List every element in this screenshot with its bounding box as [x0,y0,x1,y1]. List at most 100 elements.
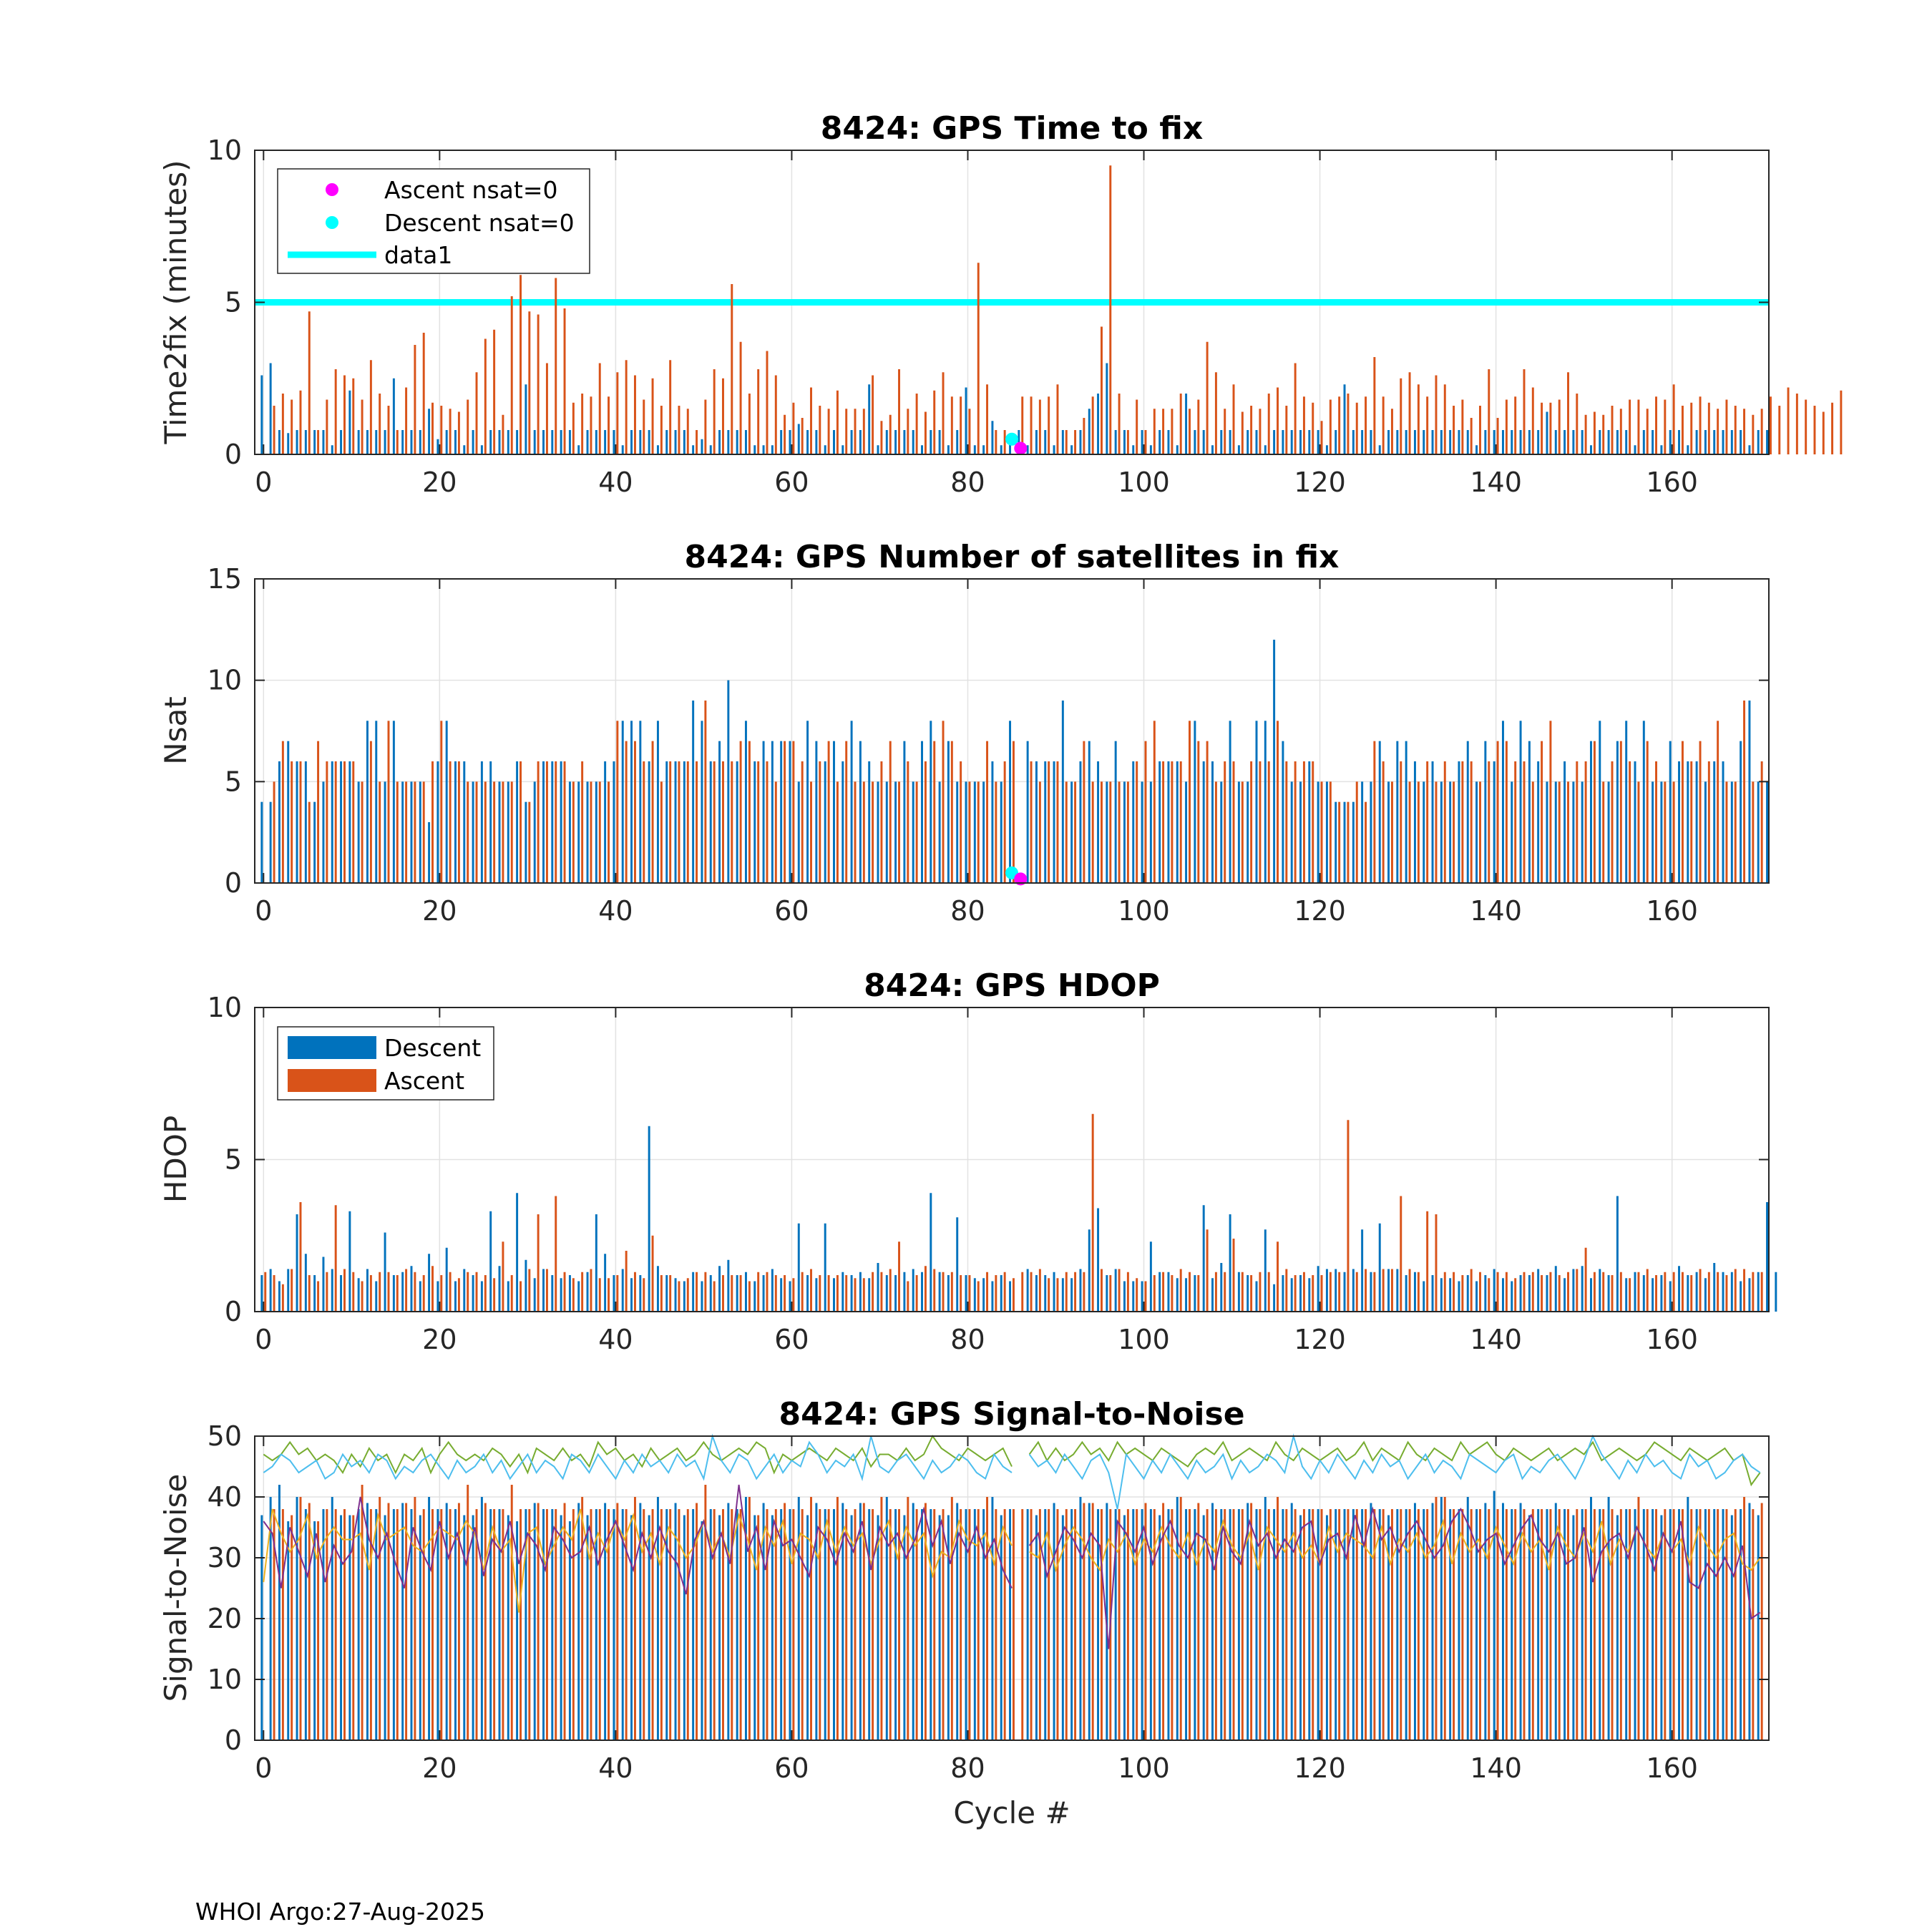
bar-descent [1335,801,1337,883]
bar-ascent [643,399,645,454]
bar-ascent [1408,1509,1411,1740]
bar-descent [912,1269,914,1312]
legend-label-ascent: Ascent [384,1067,464,1095]
bar-ascent [1567,1509,1569,1740]
bar-ascent [1206,741,1209,883]
bar-ascent [1038,1269,1041,1312]
bar-descent [701,1521,703,1740]
bar-ascent [731,284,733,454]
x-tick-labels: 0 20 40 60 80 100 120 140 160 [255,1008,1698,1355]
bar-descent [1352,801,1355,883]
marker-descent-nsat0 [1005,432,1018,446]
bar-descent [1237,781,1240,883]
bar-descent [1687,1497,1689,1740]
bar-ascent [457,411,460,454]
legend-swatch-ascent [288,1069,376,1092]
x-tick-label: 120 [1294,1752,1346,1784]
bar-descent [833,430,835,454]
y-tick-labels: 0 10 20 30 40 50 [208,1420,1769,1756]
bar-ascent [1048,1509,1050,1740]
bar-ascent [528,311,531,454]
bar-ascent [739,341,742,454]
bar-ascent [1294,761,1297,883]
bar-ascent [1224,761,1226,883]
bar-descent [947,1275,950,1312]
bar-descent [551,1275,554,1312]
bar-ascent [273,406,275,454]
x-tick-label: 120 [1294,895,1346,927]
bar-descent [1325,781,1328,883]
y-axis-label: HDOP [158,1116,193,1203]
bar-descent [1255,721,1258,883]
bar-descent [586,1515,589,1740]
bar-ascent [1153,1509,1156,1740]
bar-descent [533,1503,536,1740]
bar-descent [1176,761,1179,883]
y-tick-label: 5 [225,766,242,797]
bar-descent [1308,1278,1311,1312]
bar-ascent [264,1272,267,1312]
bars-layer [260,1113,1777,1312]
bar-ascent [1048,761,1050,883]
bar-descent [1123,781,1126,883]
bar-ascent [281,1509,284,1740]
bar-ascent [317,1281,320,1312]
bar-descent [1537,430,1540,454]
bar-descent [507,1515,509,1740]
bar-descent [375,430,378,454]
bar-ascent [475,781,478,883]
bar-descent [428,822,431,883]
bar-ascent [545,1269,548,1312]
bar-ascent [1584,1247,1587,1312]
bar-ascent [1611,1509,1614,1740]
bar-ascent [1302,761,1305,883]
bar-descent [410,1266,413,1312]
bar-ascent [317,741,320,883]
bar-descent [1317,430,1319,454]
bar-ascent [1408,1269,1411,1312]
bar-descent [1194,430,1196,454]
bar-descent [1642,430,1645,454]
bar-ascent [1030,1509,1033,1740]
bar-ascent [308,1275,311,1312]
bar-descent [304,1254,307,1312]
bar-ascent [1285,1509,1288,1740]
y-tick-labels: 0 5 10 15 [208,563,1769,899]
bar-ascent [1277,721,1279,883]
bar-ascent [1558,1275,1561,1312]
bar-descent [1158,1272,1161,1312]
bar-descent [1704,781,1707,883]
bar-descent [1590,741,1592,883]
bar-ascent [281,1284,284,1312]
bar-descent [1528,430,1531,454]
bar-descent [824,1223,826,1312]
bar-ascent [598,363,601,454]
bar-descent [1282,1509,1284,1740]
x-tick-label: 60 [774,1324,809,1355]
bar-ascent [1101,781,1103,883]
bar-descent [604,1503,607,1740]
bar-ascent [555,278,557,454]
bar-descent [322,1509,325,1740]
bar-descent [1687,445,1689,454]
bar-ascent [854,1509,857,1740]
bar-descent [648,430,650,454]
x-tick-label: 140 [1470,467,1522,498]
bar-ascent [545,761,548,883]
bar-descent [613,761,615,883]
bar-ascent [907,1497,909,1740]
bar-ascent [1699,1509,1702,1740]
bar-ascent [1214,1509,1217,1740]
bar-descent [1740,1509,1742,1740]
bar-ascent [845,741,848,883]
bar-descent [1167,430,1170,454]
bar-ascent [872,781,874,883]
bar-descent [1325,1269,1328,1312]
bar-descent [1114,1269,1117,1312]
bar-ascent [1531,1509,1534,1740]
bar-ascent [326,761,328,883]
bar-ascent [889,1269,892,1312]
bar-descent [1607,1497,1610,1740]
bar-ascent [678,1509,680,1740]
bar-ascent [502,1509,504,1740]
